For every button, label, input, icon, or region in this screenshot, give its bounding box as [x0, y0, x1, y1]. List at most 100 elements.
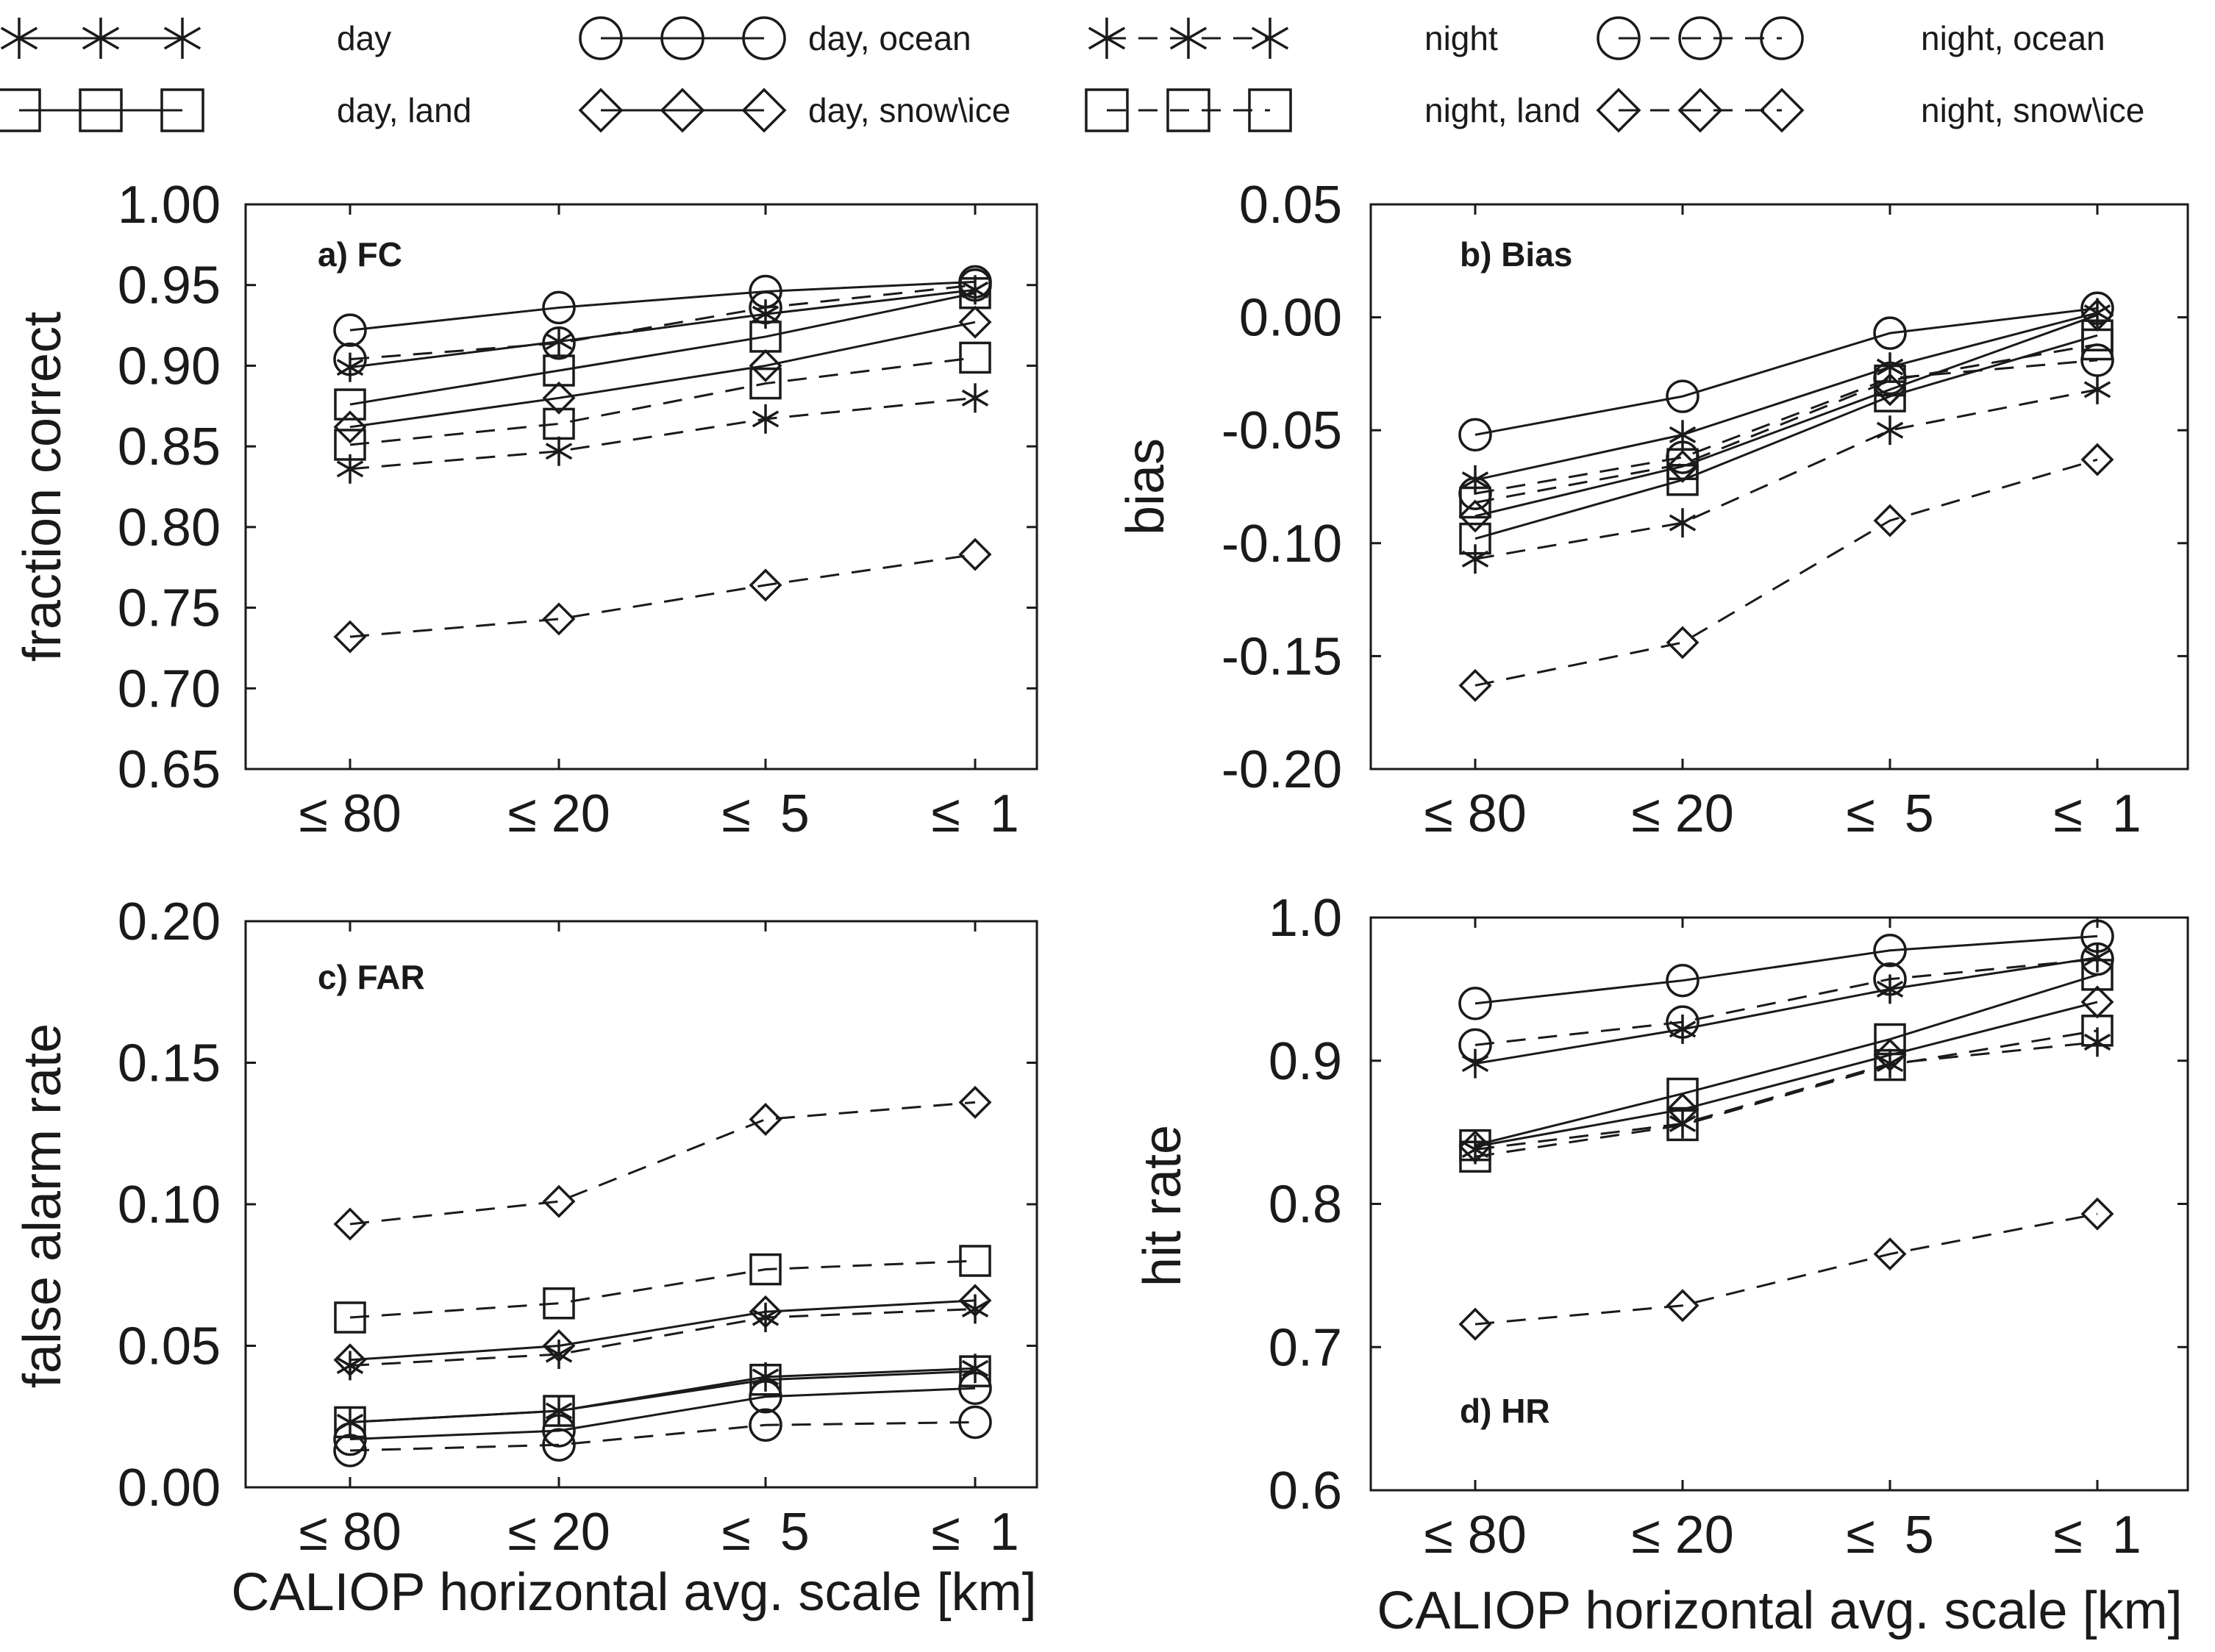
data-point	[749, 1103, 782, 1136]
data-point	[958, 305, 992, 339]
data-point	[752, 1303, 780, 1332]
data-point	[545, 326, 573, 357]
series-line-day-snow-ice	[349, 321, 976, 429]
y-axis-label-bias: bias	[1116, 438, 1175, 535]
x-axis-title-far: CALIOP horizontal avg. scale [km]	[231, 1563, 1036, 1622]
series-night-ocean	[1458, 942, 2114, 1062]
data-point	[1669, 420, 1697, 450]
legend-marker	[1677, 87, 1723, 133]
y-tick-label: 0.15	[118, 1034, 221, 1093]
x-tick-label: ≤ 5	[1846, 784, 1934, 843]
legend-entry-night-snow-ice: night, snow\ice	[1596, 87, 2144, 133]
y-tick-label: -0.05	[1221, 401, 1342, 460]
series-day-ocean	[1458, 919, 2114, 1020]
data-point	[543, 407, 575, 440]
data-point	[1874, 1048, 1906, 1081]
series-day-ocean	[1458, 291, 2114, 452]
legend-marker	[1248, 88, 1292, 132]
legend-label: day, ocean	[808, 19, 971, 57]
data-point	[542, 381, 576, 415]
series-line-night	[1474, 388, 2098, 560]
data-point	[2080, 443, 2114, 476]
data-point	[2080, 291, 2114, 326]
data-point	[1666, 1289, 1699, 1323]
series-night-snow-ice	[1458, 1197, 2114, 1341]
plot-frame-bias	[1369, 203, 2189, 770]
data-point	[1874, 364, 1906, 397]
data-point	[1458, 418, 1492, 452]
series-night-snow-ice	[333, 537, 992, 654]
y-tick-label: 0.05	[1239, 176, 1342, 235]
legend-marker	[82, 18, 120, 59]
panel-fc: 0.65 0.70 0.75 0.80 0.85 0.90 0.95 1.00 ≤ 80 ≤ 20…	[13, 176, 1038, 843]
panel-bias: -0.20 -0.15 -0.10 -0.05 0.00 0.05 ≤ 80 ≤ 20 ≤ 5 ≤…	[1116, 176, 2189, 843]
y-tick-label: 0.6	[1269, 1462, 1342, 1520]
data-point	[1458, 1307, 1492, 1341]
data-point	[1873, 316, 1907, 350]
data-point	[958, 1405, 992, 1440]
legend-entry-day-ocean: day, ocean	[579, 16, 971, 60]
x-tick-label: ≤ 1	[931, 1503, 1019, 1562]
legend-entry-day: day	[0, 18, 391, 59]
data-point	[1873, 504, 1907, 537]
data-point	[749, 1253, 782, 1286]
series-line-night	[349, 396, 976, 471]
series-night-land	[334, 1245, 991, 1334]
data-point	[542, 1414, 576, 1448]
legend-marker	[660, 87, 705, 133]
x-tick-label: ≤ 20	[1631, 1506, 1734, 1565]
series-line-day-snow-ice	[1474, 314, 2098, 518]
legend: day day, ocean night night, ocean day, land d…	[0, 16, 2144, 133]
x-axis-title-hr: CALIOP horizontal avg. scale [km]	[1377, 1581, 2182, 1640]
series-line-day-ocean	[349, 280, 976, 332]
panel-label-hr: d) HR	[1460, 1392, 1550, 1430]
data-point	[2083, 943, 2111, 973]
y-tick-label: 0.9	[1269, 1032, 1342, 1091]
panel-label-far: c) FAR	[318, 958, 425, 996]
data-point	[1459, 1140, 1491, 1173]
y-tick-label: -0.20	[1221, 740, 1342, 799]
y-tick-label: 1.0	[1269, 889, 1342, 948]
legend-marker	[1169, 18, 1208, 59]
y-tick-label: 0.85	[118, 418, 221, 476]
legend-entry-night-ocean: night, ocean	[1597, 16, 2105, 60]
data-point	[1873, 934, 1907, 968]
legend-marker	[163, 18, 201, 59]
legend-entry-night: night	[1088, 18, 1498, 59]
data-point	[334, 388, 366, 421]
plot-frame-fc	[244, 203, 1038, 770]
series-line-day-land	[1474, 973, 2098, 1147]
legend-marker	[579, 16, 623, 60]
data-point	[542, 326, 576, 360]
data-point	[749, 1363, 782, 1396]
x-tick-label: ≤ 5	[1846, 1506, 1934, 1565]
y-axis-label-fc: fraction correct	[13, 312, 72, 662]
data-point	[1459, 486, 1491, 519]
series-night-ocean	[333, 1405, 992, 1467]
series-line-night-snow-ice	[1474, 458, 2098, 687]
data-point	[1669, 1109, 1697, 1139]
data-point	[1876, 415, 1904, 446]
series-night-ocean	[333, 268, 992, 376]
data-point	[1666, 449, 1699, 483]
y-tick-label: 0.20	[118, 893, 221, 951]
x-tick-label: ≤ 1	[931, 784, 1019, 843]
data-point	[749, 367, 782, 400]
y-tick-label: 0.7	[1269, 1318, 1342, 1377]
legend-marker	[79, 88, 123, 132]
data-point	[1458, 668, 1492, 702]
data-point	[543, 1395, 575, 1427]
data-point	[333, 313, 367, 347]
x-tick-label: ≤ 80	[299, 784, 402, 843]
data-point	[336, 1351, 364, 1381]
series-line-day-ocean	[1474, 934, 2098, 1005]
series-day	[336, 1354, 989, 1437]
legend-label: night	[1424, 19, 1498, 57]
x-tick-label: ≤ 80	[299, 1503, 402, 1562]
data-point	[749, 1408, 782, 1442]
data-point	[1458, 1028, 1492, 1062]
series-night-land	[334, 341, 991, 461]
legend-marker	[1251, 18, 1289, 59]
y-tick-label: 0.70	[118, 659, 221, 718]
y-tick-label: 0.8	[1269, 1176, 1342, 1234]
